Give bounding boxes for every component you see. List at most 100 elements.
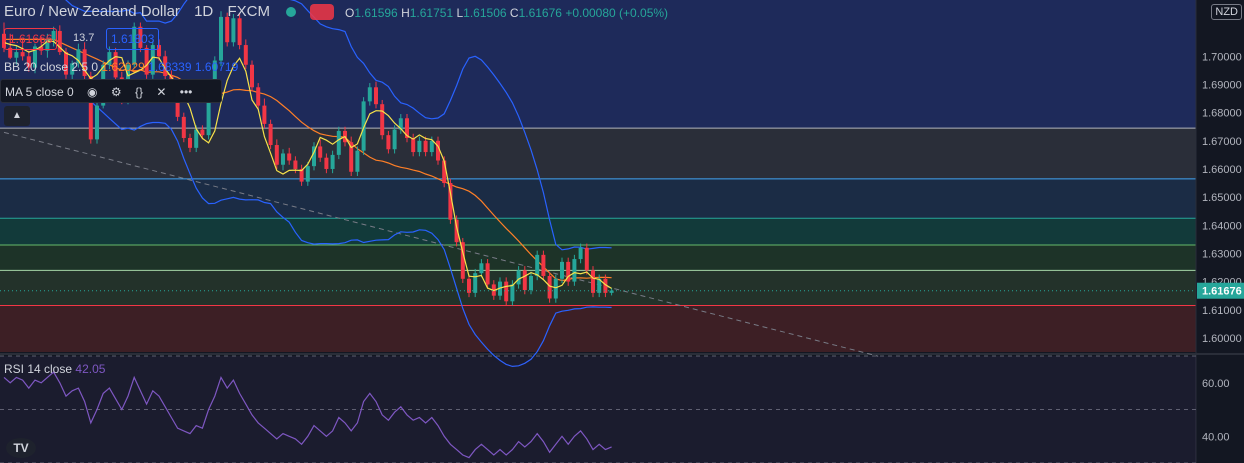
candle-body[interactable] xyxy=(448,183,453,220)
candle-body[interactable] xyxy=(8,47,13,58)
candle-body[interactable] xyxy=(572,259,577,282)
ma-legend[interactable]: MA 5 close 0 ◉ ⚙ {} ✕ ••• xyxy=(0,79,222,103)
candle-body[interactable] xyxy=(417,140,422,153)
collapse-legend-button[interactable]: ▲ xyxy=(4,106,30,126)
candle-body[interactable] xyxy=(14,52,19,58)
candle-body[interactable] xyxy=(64,52,68,75)
candle-body[interactable] xyxy=(157,45,161,57)
close-icon[interactable]: ✕ xyxy=(156,85,167,99)
candle-body[interactable] xyxy=(262,105,267,124)
flag-icon[interactable] xyxy=(310,4,335,21)
candle-body[interactable] xyxy=(95,105,99,140)
candle-body[interactable] xyxy=(374,87,378,105)
candle-body[interactable] xyxy=(510,284,515,302)
candle-body[interactable] xyxy=(541,254,546,276)
candle-body[interactable] xyxy=(20,52,25,57)
candle-body[interactable] xyxy=(138,26,143,48)
gear-icon[interactable]: ⚙ xyxy=(110,85,122,99)
candle-body[interactable] xyxy=(250,64,254,88)
candle-body[interactable] xyxy=(243,45,248,65)
candle-body[interactable] xyxy=(256,87,261,106)
candle-body[interactable] xyxy=(82,49,87,77)
candle-body[interactable] xyxy=(293,160,298,169)
candle-body[interactable] xyxy=(361,101,366,151)
candle-body[interactable] xyxy=(144,47,149,75)
candle-body[interactable] xyxy=(175,95,180,117)
candle-body[interactable] xyxy=(578,247,583,260)
candle-body[interactable] xyxy=(591,270,595,293)
candle-body[interactable] xyxy=(219,16,223,61)
candle-body[interactable] xyxy=(529,275,533,291)
candle-body[interactable] xyxy=(411,137,416,153)
bb-legend[interactable]: BB 20 close 2.5 0 1.62029 1.68339 1.6071… xyxy=(4,60,238,74)
candle-body[interactable] xyxy=(597,278,602,293)
candle-body[interactable] xyxy=(225,16,230,43)
candle-body[interactable] xyxy=(392,129,397,150)
candle-body[interactable] xyxy=(26,56,31,68)
candle-body[interactable] xyxy=(522,270,527,291)
candle-body[interactable] xyxy=(33,46,37,68)
candle-body[interactable] xyxy=(442,160,447,184)
source-code-icon[interactable]: {} xyxy=(134,85,143,99)
candle-body[interactable] xyxy=(274,145,279,165)
candle-body[interactable] xyxy=(566,261,571,282)
buy-button[interactable]: 1.61803 xyxy=(106,28,160,50)
candle-body[interactable] xyxy=(603,278,608,293)
candle-body[interactable] xyxy=(367,87,372,102)
candle-body[interactable] xyxy=(76,49,81,64)
candle-body[interactable] xyxy=(113,52,118,78)
candle-body[interactable] xyxy=(51,30,56,40)
candle-body[interactable] xyxy=(609,290,614,293)
candle-body[interactable] xyxy=(553,278,558,299)
candle-body[interactable] xyxy=(312,146,316,167)
candle-body[interactable] xyxy=(479,263,484,274)
more-icon[interactable]: ••• xyxy=(179,85,193,99)
currency-button[interactable]: NZD xyxy=(1211,4,1242,20)
candle-body[interactable] xyxy=(380,104,385,136)
candle-body[interactable] xyxy=(305,166,310,182)
candle-body[interactable] xyxy=(423,140,428,153)
candle-body[interactable] xyxy=(405,118,409,138)
candle-body[interactable] xyxy=(70,63,75,75)
candle-body[interactable] xyxy=(200,129,205,136)
rsi-legend[interactable]: RSI 14 close 42.05 xyxy=(4,362,105,376)
candle-body[interactable] xyxy=(547,275,552,299)
candle-body[interactable] xyxy=(212,60,217,95)
candle-body[interactable] xyxy=(287,153,292,161)
candle-body[interactable] xyxy=(231,18,236,43)
candle-body[interactable] xyxy=(57,30,62,53)
candle-body[interactable] xyxy=(45,39,50,51)
candle-body[interactable] xyxy=(318,146,323,158)
candle-body[interactable] xyxy=(386,135,391,150)
candle-body[interactable] xyxy=(188,137,192,148)
sell-button[interactable]: 1.61666 xyxy=(4,28,58,50)
candle-body[interactable] xyxy=(560,261,564,279)
candle-body[interactable] xyxy=(299,168,304,182)
candle-body[interactable] xyxy=(268,123,273,146)
candle-body[interactable] xyxy=(355,150,360,172)
candle-body[interactable] xyxy=(516,270,521,285)
candle-body[interactable] xyxy=(107,52,112,65)
candle-body[interactable] xyxy=(584,247,589,271)
candle-body[interactable] xyxy=(454,219,459,243)
candle-body[interactable] xyxy=(330,154,335,169)
candle-body[interactable] xyxy=(398,118,403,130)
candle-body[interactable] xyxy=(150,45,155,75)
candle-body[interactable] xyxy=(39,46,44,51)
candle-body[interactable] xyxy=(181,116,186,138)
candle-body[interactable] xyxy=(237,18,242,46)
candle-body[interactable] xyxy=(281,153,285,165)
candle-body[interactable] xyxy=(88,76,93,140)
eye-icon[interactable]: ◉ xyxy=(87,85,98,99)
candle-body[interactable] xyxy=(467,278,471,293)
candle-body[interactable] xyxy=(473,273,478,293)
candle-body[interactable] xyxy=(429,140,434,153)
candle-body[interactable] xyxy=(132,26,137,65)
symbol-title[interactable]: Euro / New Zealand Dollar 1D FXCM xyxy=(4,3,344,21)
candle-body[interactable] xyxy=(163,56,168,77)
candle-body[interactable] xyxy=(324,157,329,169)
tradingview-logo[interactable]: TV xyxy=(6,438,36,458)
candle-body[interactable] xyxy=(336,130,341,155)
candle-body[interactable] xyxy=(349,142,354,172)
